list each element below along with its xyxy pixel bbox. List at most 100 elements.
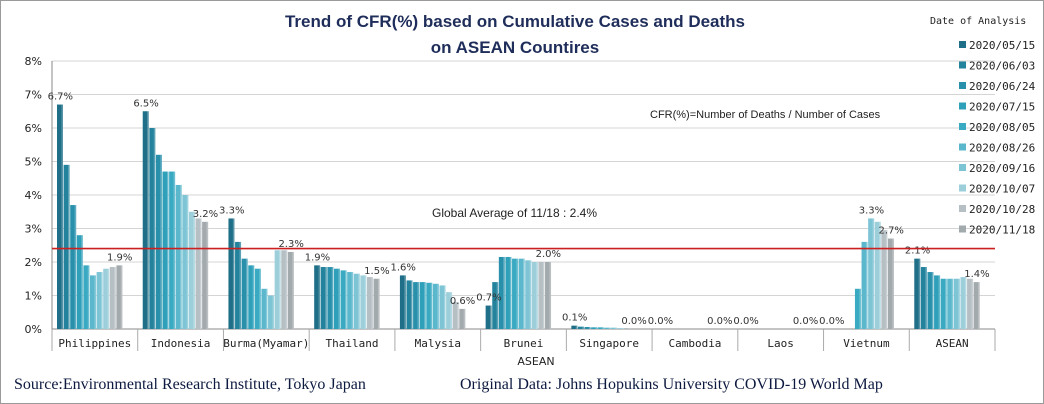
bar-highlight bbox=[94, 275, 96, 329]
bar bbox=[241, 258, 248, 329]
bar-highlight bbox=[430, 282, 433, 329]
y-tick-label: 5% bbox=[25, 156, 42, 169]
bar-highlight bbox=[153, 128, 156, 329]
bar-highlight bbox=[443, 285, 446, 329]
bar-highlight bbox=[206, 221, 209, 329]
bar bbox=[584, 326, 591, 329]
bar-highlight bbox=[87, 265, 90, 329]
bar-highlight bbox=[338, 268, 340, 329]
bar-highlight bbox=[457, 302, 459, 329]
bars bbox=[57, 104, 980, 329]
bar bbox=[70, 205, 77, 329]
bar-highlight bbox=[523, 258, 525, 329]
bar bbox=[202, 221, 209, 329]
category-label: Laos bbox=[767, 337, 794, 350]
bar-highlight bbox=[516, 258, 519, 329]
data-label: 0.7% bbox=[476, 293, 501, 304]
bar-highlight bbox=[621, 327, 624, 329]
bar bbox=[175, 184, 182, 329]
y-tick-label: 1% bbox=[25, 290, 42, 303]
bar bbox=[953, 278, 960, 329]
bar-highlight bbox=[945, 278, 947, 329]
bar-highlight bbox=[588, 326, 591, 329]
bar bbox=[228, 218, 235, 329]
bar bbox=[116, 265, 123, 329]
category-label: Indonesia bbox=[151, 337, 211, 350]
bar-highlight bbox=[186, 195, 189, 329]
bar-highlight bbox=[371, 277, 373, 329]
bar bbox=[485, 305, 492, 329]
bar-highlight bbox=[549, 262, 552, 329]
bar-highlight bbox=[938, 275, 941, 329]
bar-highlight bbox=[496, 282, 499, 329]
bar-highlight bbox=[325, 267, 327, 329]
bar-highlight bbox=[925, 267, 927, 329]
bar bbox=[254, 268, 261, 329]
bar bbox=[604, 327, 611, 329]
bar-highlight bbox=[147, 111, 149, 329]
data-label: 0.0% bbox=[621, 316, 646, 327]
bar-highlight bbox=[582, 326, 584, 329]
bar-highlight bbox=[951, 278, 954, 329]
y-tick-label: 7% bbox=[25, 89, 42, 102]
legend-entry-label: 2020/07/15 bbox=[969, 101, 1035, 114]
bar bbox=[248, 265, 255, 329]
legend-swatch bbox=[959, 41, 966, 48]
bar-highlight bbox=[437, 283, 439, 329]
bar-highlight bbox=[417, 282, 420, 329]
legend-entry-label: 2020/05/15 bbox=[969, 39, 1035, 52]
bar bbox=[155, 154, 162, 329]
bar-highlight bbox=[232, 218, 235, 329]
legend: 2020/05/15 2020/06/03 2020/06/24 2020/07/15… bbox=[959, 39, 1036, 237]
cfr-formula-note: CFR(%)=Number of Deaths / Number of Case… bbox=[650, 109, 881, 121]
bar-highlight bbox=[536, 262, 538, 329]
category-label: Cambodia bbox=[668, 337, 721, 350]
data-label: 1.9% bbox=[305, 252, 330, 263]
bar-highlight bbox=[259, 268, 261, 329]
bar bbox=[419, 282, 426, 329]
legend-title: Date of Analysis bbox=[930, 16, 1026, 27]
bar bbox=[399, 275, 406, 329]
chart-title-line1: Trend of CFR(%) based on Cumulative Case… bbox=[285, 12, 745, 31]
bar-highlight bbox=[358, 273, 360, 329]
bar bbox=[446, 292, 453, 329]
bar-highlight bbox=[964, 277, 967, 329]
bar-highlight bbox=[351, 272, 354, 329]
bar bbox=[967, 278, 974, 329]
legend-entry-label: 2020/08/05 bbox=[969, 121, 1035, 134]
bar-highlight bbox=[68, 164, 70, 329]
bar bbox=[182, 195, 189, 329]
bar bbox=[887, 238, 894, 329]
bar-highlight bbox=[160, 154, 162, 329]
bar-highlight bbox=[885, 230, 888, 329]
bar-highlight bbox=[978, 282, 980, 329]
bar bbox=[90, 275, 96, 329]
bar-highlight bbox=[285, 250, 288, 329]
bar bbox=[597, 327, 604, 329]
legend-swatch bbox=[959, 82, 966, 89]
bar-highlight bbox=[424, 282, 426, 329]
y-tick-label: 2% bbox=[25, 256, 42, 269]
bar bbox=[432, 283, 439, 329]
legend-swatch bbox=[959, 225, 966, 233]
data-label: 1.9% bbox=[107, 252, 132, 263]
bar bbox=[76, 235, 83, 329]
data-label: 3.3% bbox=[219, 205, 244, 216]
bar bbox=[287, 251, 294, 329]
data-label: 1.6% bbox=[391, 262, 416, 273]
bar bbox=[505, 256, 512, 329]
bar bbox=[525, 260, 532, 329]
legend-swatch bbox=[959, 205, 966, 212]
bar bbox=[235, 241, 242, 329]
bar-highlight bbox=[279, 250, 281, 329]
y-axis-ticks: 0% 1% 2% 3% 4% 5% 6% 7% 8% bbox=[25, 55, 42, 336]
bar-highlight bbox=[529, 260, 532, 329]
bar-highlight bbox=[404, 275, 406, 329]
category-labels: Philippines Indonesia Burma(Myamar) Thailan… bbox=[58, 337, 968, 350]
bar bbox=[169, 171, 176, 329]
bar-highlight bbox=[872, 218, 875, 329]
bar-highlight bbox=[252, 265, 255, 329]
bar-highlight bbox=[450, 292, 453, 329]
bar-highlight bbox=[503, 256, 505, 329]
data-label: 0.0% bbox=[733, 316, 758, 327]
